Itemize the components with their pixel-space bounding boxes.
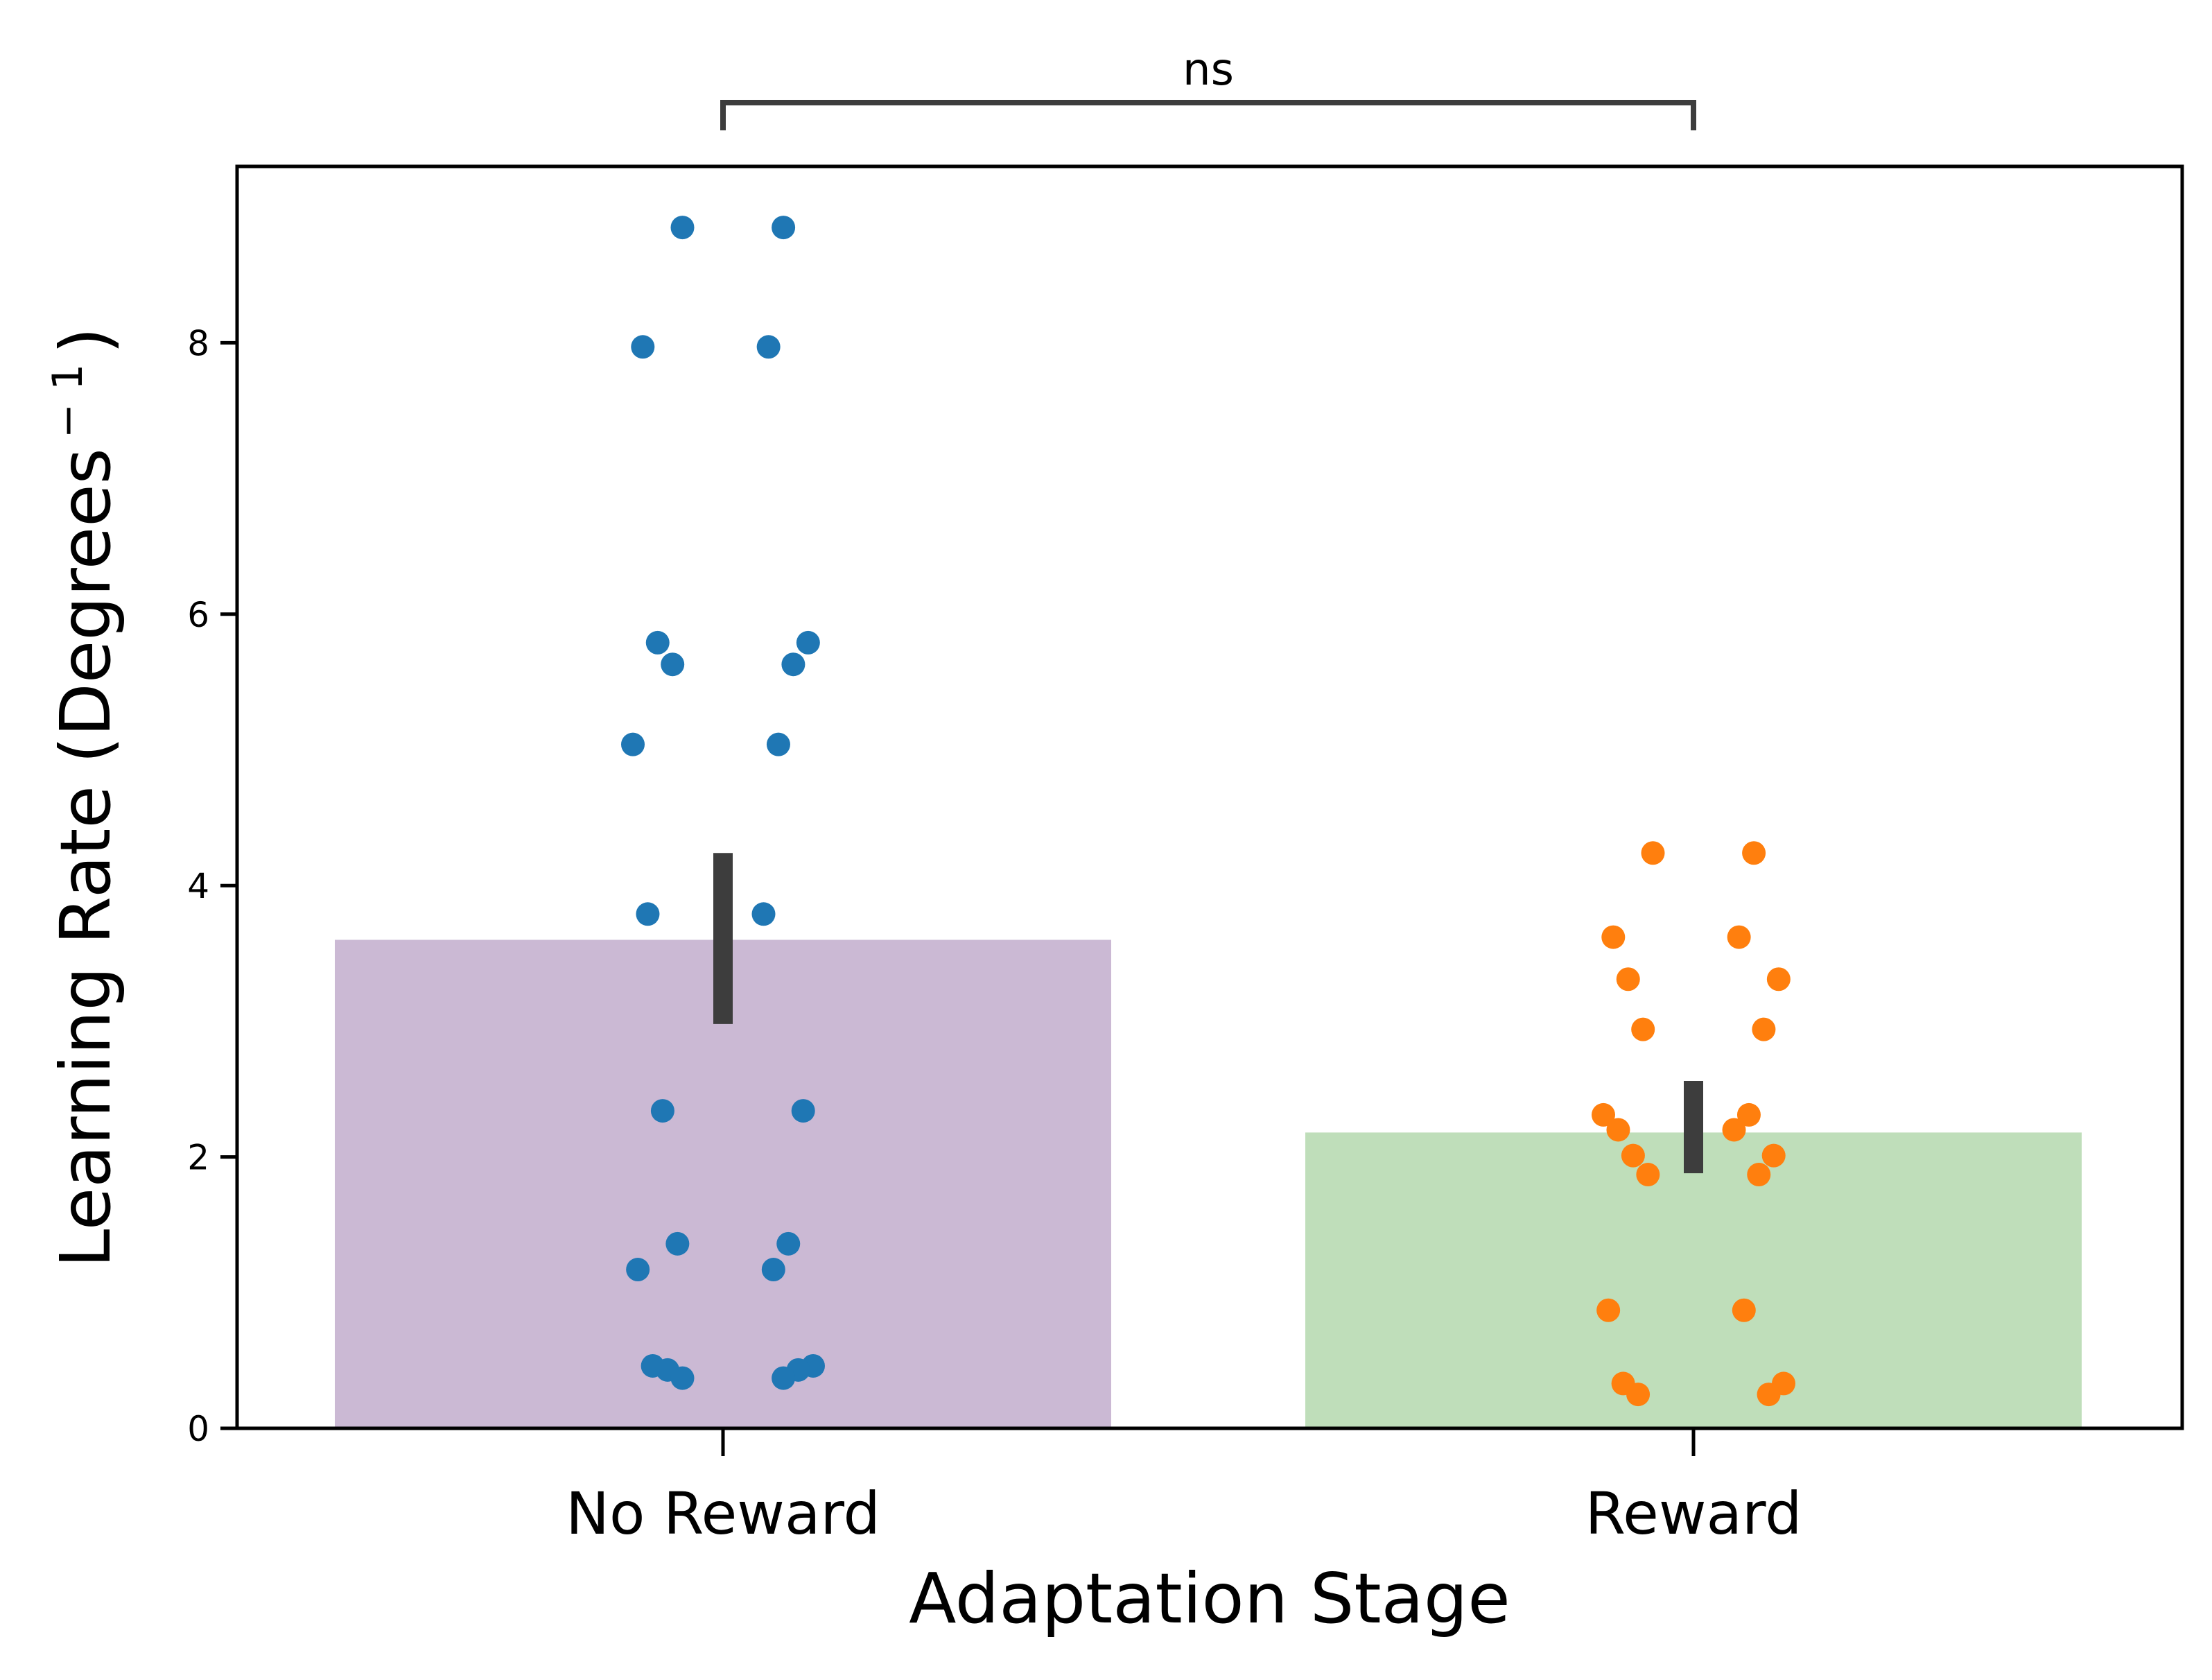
x-tick-label: Reward	[1585, 1480, 1802, 1548]
data-point	[626, 1258, 650, 1282]
data-point	[772, 216, 796, 240]
y-axis-title-close: )	[45, 327, 126, 354]
data-point	[776, 1231, 801, 1256]
x-tick-label: No Reward	[566, 1480, 880, 1548]
data-point	[1606, 1118, 1630, 1142]
data-point	[645, 630, 670, 655]
data-point	[1761, 1143, 1786, 1168]
data-point	[766, 732, 790, 756]
data-point	[756, 335, 781, 359]
data-point	[670, 1366, 695, 1390]
significance-bracket	[720, 100, 1696, 130]
data-point	[796, 630, 820, 655]
data-point	[1722, 1118, 1746, 1142]
y-axis-title: Learning Rate (Degrees − 1)	[44, 327, 126, 1268]
data-point	[772, 1366, 796, 1390]
data-point	[661, 652, 685, 677]
data-point	[761, 1258, 785, 1282]
data-point	[1742, 841, 1766, 865]
y-axis-title-main: Learning Rate (Degrees	[45, 448, 126, 1267]
errorbar-layer	[713, 853, 1703, 1174]
data-point	[1626, 1383, 1651, 1407]
data-point	[665, 1231, 690, 1256]
data-point	[1732, 1298, 1756, 1322]
data-point	[1616, 967, 1640, 991]
data-point	[1592, 1102, 1615, 1127]
data-point	[1641, 841, 1665, 865]
data-point	[781, 652, 805, 677]
significance-label: ns	[1183, 44, 1234, 96]
data-point	[1601, 925, 1626, 949]
data-point	[631, 335, 655, 359]
plot-frame	[235, 164, 2184, 1430]
points-layer	[621, 216, 1795, 1407]
data-point	[1631, 1017, 1655, 1041]
data-point	[650, 1099, 674, 1123]
data-point	[1766, 967, 1791, 991]
y-tick-label: 4	[187, 866, 209, 906]
data-point	[791, 1099, 815, 1123]
y-tick-label: 2	[187, 1138, 209, 1178]
data-point	[1736, 1102, 1761, 1127]
data-point	[636, 902, 660, 926]
data-point	[1596, 1298, 1621, 1322]
data-point	[751, 902, 776, 926]
data-point	[670, 216, 695, 240]
data-point	[621, 732, 645, 756]
data-point	[1636, 1163, 1660, 1187]
y-tick-label: 8	[187, 323, 209, 363]
data-point	[1747, 1163, 1771, 1187]
bar-reward	[1305, 1132, 2082, 1428]
x-axis: No Reward Reward	[566, 1428, 1802, 1548]
data-point	[1752, 1017, 1776, 1041]
y-axis-title-superscript: − 1	[44, 364, 92, 439]
x-axis-title: Adaptation Stage	[909, 1558, 1510, 1639]
y-axis: 0 2 4 6 8	[187, 323, 237, 1449]
data-point	[1621, 1143, 1645, 1168]
data-point	[1727, 925, 1751, 949]
significance-annotation: ns	[720, 44, 1696, 130]
y-tick-label: 6	[187, 595, 209, 635]
y-tick-label: 0	[187, 1409, 209, 1449]
bars-layer	[335, 939, 2082, 1428]
data-point	[1757, 1383, 1781, 1407]
